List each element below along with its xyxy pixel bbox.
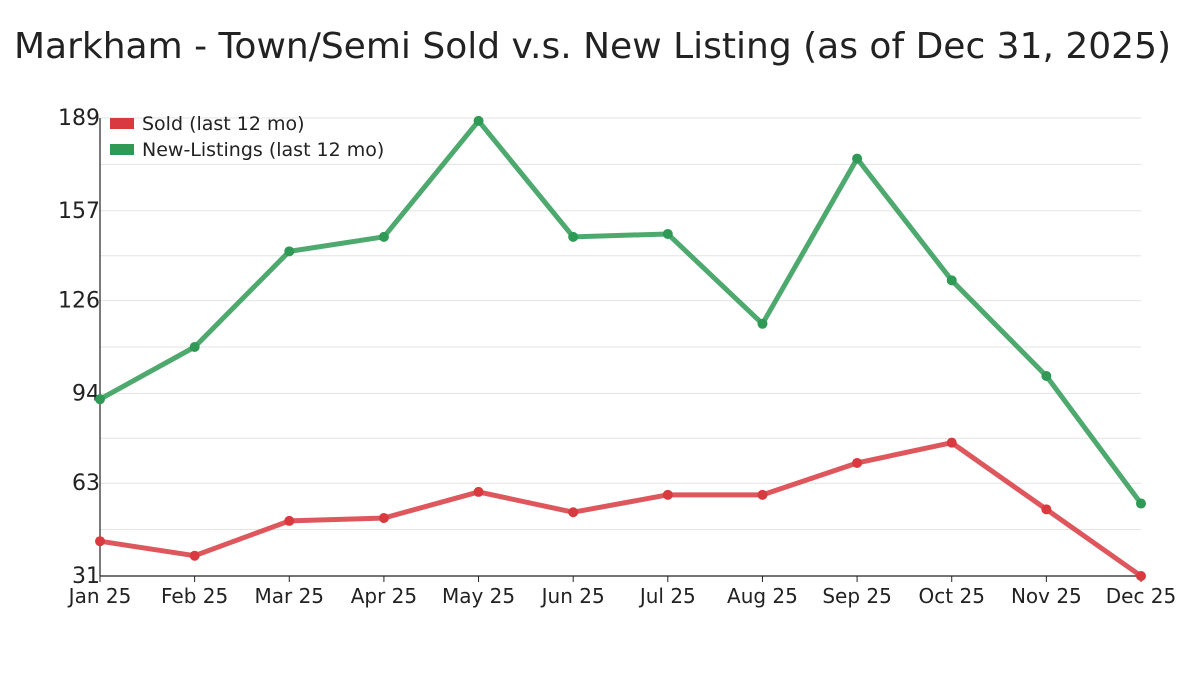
x-tick-labels: Jan 25 Feb 25 Mar 25 Apr 25 May 25 Jun 25 Jul … [67,576,1177,608]
x-tick-label: Jan 25 [67,584,132,608]
y-tick-label: 31 [72,564,100,589]
axes [99,118,1141,577]
data-point [1136,498,1146,509]
data-point [95,394,105,405]
x-tick-label: Aug 25 [727,584,798,608]
series-line [97,440,1144,579]
data-point [284,246,295,257]
x-tick-label: Jul 25 [638,584,696,608]
x-tick-label: Sep 25 [822,584,892,608]
data-point [946,437,957,448]
data-point [852,153,863,164]
data-point [946,275,957,286]
data-point [757,489,768,500]
data-point [568,231,579,242]
y-tick-labels: 31 63 94 126 157 189 [58,106,100,589]
y-tick-label: 94 [72,381,100,406]
legend-swatch [110,144,134,155]
data-point [1041,504,1052,515]
legend: Sold (last 12 mo) New-Listings (last 12 m… [110,113,384,161]
data-point [568,507,579,518]
legend-label: New-Listings (last 12 mo) [142,139,384,161]
series-lines [95,115,1146,581]
data-point [95,536,105,547]
gridlines [100,117,1141,531]
x-tick-label: Jun 25 [540,584,605,608]
y-tick-label: 63 [72,471,100,496]
y-tick-label: 157 [58,199,100,224]
data-point [662,489,673,500]
x-tick-label: Feb 25 [161,584,228,608]
data-point [1041,370,1052,381]
data-point [1136,571,1146,581]
x-tick-label: May 25 [442,584,515,608]
data-point [284,515,295,526]
data-point [757,318,768,329]
data-point [662,228,673,239]
data-point [189,550,200,561]
x-tick-label: Nov 25 [1011,584,1082,608]
chart-title: Markham - Town/Semi Sold v.s. New Listin… [13,26,1172,67]
data-point [378,231,389,242]
legend-label: Sold (last 12 mo) [142,113,305,135]
y-tick-label: 189 [58,106,100,131]
x-tick-label: Mar 25 [254,584,324,608]
data-point [473,115,484,126]
x-tick-label: Oct 25 [919,584,985,608]
x-tick-label: Apr 25 [351,584,417,608]
data-point [189,342,200,352]
y-tick-label: 126 [58,289,100,314]
data-point [852,457,863,468]
data-point [473,486,484,497]
series-line [97,118,1144,507]
legend-swatch [110,118,134,129]
x-tick-label: Dec 25 [1106,584,1177,608]
data-point [378,513,389,524]
